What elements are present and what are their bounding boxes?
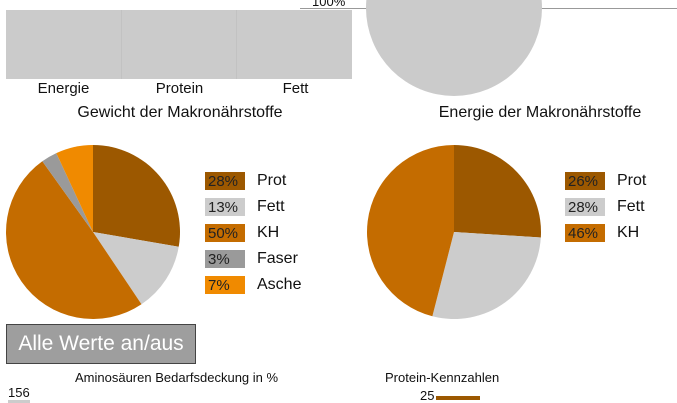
pie-slice-kh	[367, 145, 454, 317]
pie-slice-fett	[93, 232, 179, 305]
chart-title: Gewicht der Makronährstoffe	[77, 104, 283, 121]
legend-swatch: 28%	[205, 172, 245, 190]
toggle-all-values-button[interactable]: Alle Werte an/aus	[6, 324, 196, 364]
bar-label: Energie	[37, 80, 90, 97]
pie-slice-fett	[432, 232, 541, 319]
legend-swatch: 28%	[565, 198, 605, 216]
bar-protein	[121, 10, 238, 79]
bar-label: Protein	[155, 80, 204, 97]
chart-title: Aminosäuren Bedarfsdeckung in %	[75, 370, 279, 385]
legend-swatch: 46%	[565, 224, 605, 242]
legend-item: 7% Asche	[205, 275, 301, 295]
protein-bar	[436, 396, 480, 400]
legend-swatch: 26%	[565, 172, 605, 190]
bar-label: Fett	[282, 80, 309, 97]
legend-item: 28% Prot	[205, 171, 301, 191]
pie-slice-prot	[454, 145, 541, 238]
legend-item: 3% Faser	[205, 249, 301, 269]
top-pie-chart	[366, 0, 542, 96]
pie-slice-kh	[5, 161, 142, 320]
top-bar-chart	[6, 10, 353, 79]
legend-label: Prot	[617, 172, 647, 189]
legend-item: 13% Fett	[205, 197, 301, 217]
legend-label: KH	[617, 224, 640, 241]
chart-title: Energie der Makronährstoffe	[438, 104, 642, 121]
legend-swatch: 3%	[205, 250, 245, 268]
legend-swatch: 13%	[205, 198, 245, 216]
legend-label: Fett	[257, 198, 285, 215]
pie-slice-asche	[56, 145, 93, 232]
legend-energy: 26% Prot 28% Fett 46% KH	[565, 171, 646, 249]
legend-weight: 28% Prot 13% Fett 50% KH 3% Faser 7% Asche	[205, 171, 301, 301]
legend-label: Faser	[257, 250, 298, 267]
pie-slice-prot	[93, 145, 180, 247]
legend-swatch: 7%	[205, 276, 245, 294]
legend-item: 28% Fett	[565, 197, 646, 217]
amino-value-label: 156	[8, 385, 30, 403]
bar-energie	[6, 10, 122, 79]
legend-item: 50% KH	[205, 223, 301, 243]
legend-item: 26% Prot	[565, 171, 646, 191]
bar-fett	[237, 10, 353, 79]
legend-item: 46% KH	[565, 223, 646, 243]
legend-label: KH	[257, 224, 280, 241]
legend-label: Prot	[257, 172, 287, 189]
legend-label: Asche	[257, 276, 302, 293]
chart-title: Protein-Kennzahlen	[385, 370, 500, 385]
pie-slice-faser	[42, 153, 93, 232]
percent-label: 100%	[312, 0, 346, 8]
legend-swatch: 50%	[205, 224, 245, 242]
legend-label: Fett	[617, 198, 645, 215]
protein-value-label: 25	[420, 388, 435, 403]
